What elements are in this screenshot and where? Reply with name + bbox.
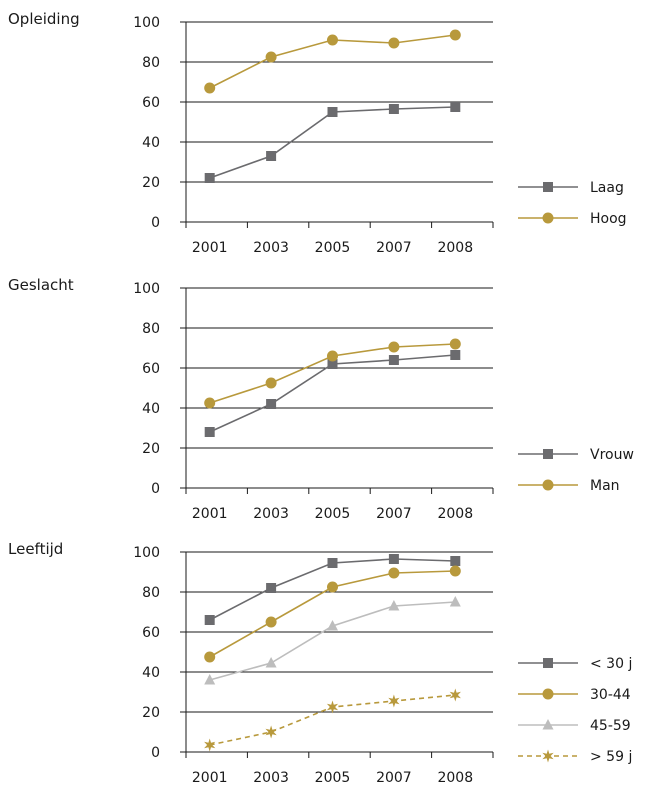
data-point (388, 554, 399, 564)
chart-0: Opleiding 0 20 40 60 80 100 2001 2003 2005 2007 200… (8, 10, 627, 256)
y-tick-label: 40 (142, 401, 160, 417)
data-point (388, 104, 399, 114)
data-point (388, 355, 399, 365)
data-point (266, 583, 277, 593)
data-point (449, 29, 461, 41)
data-point (266, 399, 277, 409)
y-tick-label: 60 (142, 95, 160, 111)
y-tick-label: 60 (142, 625, 160, 641)
data-point (204, 397, 216, 409)
y-tick-label: 20 (142, 441, 160, 457)
data-point (265, 725, 277, 739)
x-tick-label: 2003 (253, 506, 289, 522)
data-point (388, 694, 400, 708)
legend-label: Hoog (590, 211, 627, 227)
chart-2: Leeftijd 0 20 40 60 80 100 2001 2003 2005 2007 2008… (8, 540, 632, 786)
y-tick-label: 0 (151, 215, 160, 231)
y-tick-label: 80 (142, 55, 160, 71)
data-point (265, 51, 277, 63)
data-point (388, 567, 400, 579)
data-point (204, 82, 216, 94)
y-tick-label: 100 (133, 15, 160, 31)
legend-label: > 59 j (590, 749, 632, 765)
legend-label: 45-59 (590, 718, 631, 734)
y-tick-label: 40 (142, 665, 160, 681)
y-tick-label: 0 (151, 745, 160, 761)
data-point (265, 616, 277, 628)
legend-label: Vrouw (590, 447, 634, 463)
data-point (265, 377, 277, 389)
x-tick-label: 2007 (376, 240, 412, 256)
data-point (327, 359, 338, 369)
x-tick-label: 2005 (315, 770, 351, 786)
legend-marker (542, 719, 554, 730)
x-tick-label: 2003 (253, 770, 289, 786)
data-point (450, 556, 461, 566)
legend-marker (543, 182, 553, 192)
x-tick-label: 2008 (437, 506, 473, 522)
x-tick-label: 2003 (253, 240, 289, 256)
data-point (388, 341, 400, 353)
data-point (449, 338, 461, 350)
chart-title: Leeftijd (8, 540, 63, 558)
data-point (326, 700, 339, 714)
y-tick-label: 100 (133, 545, 160, 561)
x-tick-label: 2007 (376, 506, 412, 522)
legend-label: Man (590, 478, 620, 494)
data-point (204, 427, 215, 437)
y-tick-label: 80 (142, 321, 160, 337)
y-tick-label: 20 (142, 705, 160, 721)
x-tick-label: 2005 (315, 506, 351, 522)
legend-marker (543, 658, 553, 668)
data-point (449, 688, 461, 702)
x-tick-label: 2008 (437, 770, 473, 786)
series-line-2 (209, 601, 456, 681)
legend-label: Laag (590, 180, 624, 196)
chart-title: Geslacht (8, 276, 74, 294)
y-tick-label: 40 (142, 135, 160, 151)
data-point (327, 107, 338, 117)
x-tick-label: 2001 (192, 240, 228, 256)
data-point (449, 596, 461, 607)
data-point (265, 657, 277, 668)
x-tick-label: 2008 (437, 240, 473, 256)
legend-marker (543, 449, 553, 459)
data-point (204, 173, 215, 183)
y-tick-label: 0 (151, 481, 160, 497)
x-tick-label: 2001 (192, 770, 228, 786)
x-tick-label: 2005 (315, 240, 351, 256)
legend-label: 30-44 (590, 687, 631, 703)
y-tick-label: 60 (142, 361, 160, 377)
data-point (327, 620, 338, 631)
data-point (450, 102, 461, 112)
legend-marker (542, 479, 554, 491)
data-point (327, 34, 338, 46)
data-point (266, 151, 277, 161)
data-point (450, 350, 461, 360)
data-point (449, 565, 461, 577)
legend-marker (542, 212, 554, 224)
y-tick-label: 100 (133, 281, 160, 297)
data-point (327, 350, 338, 362)
chart-1: Geslacht 0 20 40 60 80 100 2001 2003 2005 2007 2008… (8, 276, 634, 522)
data-point (388, 600, 400, 611)
data-point (204, 674, 216, 685)
data-point (388, 37, 400, 49)
x-tick-label: 2001 (192, 506, 228, 522)
data-point (204, 651, 216, 663)
data-point (204, 615, 215, 625)
legend-label: < 30 j (590, 656, 632, 672)
x-tick-label: 2007 (376, 770, 412, 786)
legend-marker (542, 749, 554, 763)
data-point (327, 581, 338, 593)
y-tick-label: 80 (142, 585, 160, 601)
legend-marker (542, 688, 554, 700)
y-tick-label: 20 (142, 175, 160, 191)
chart-title: Opleiding (8, 10, 80, 28)
data-point (327, 558, 338, 568)
data-point (204, 738, 216, 752)
